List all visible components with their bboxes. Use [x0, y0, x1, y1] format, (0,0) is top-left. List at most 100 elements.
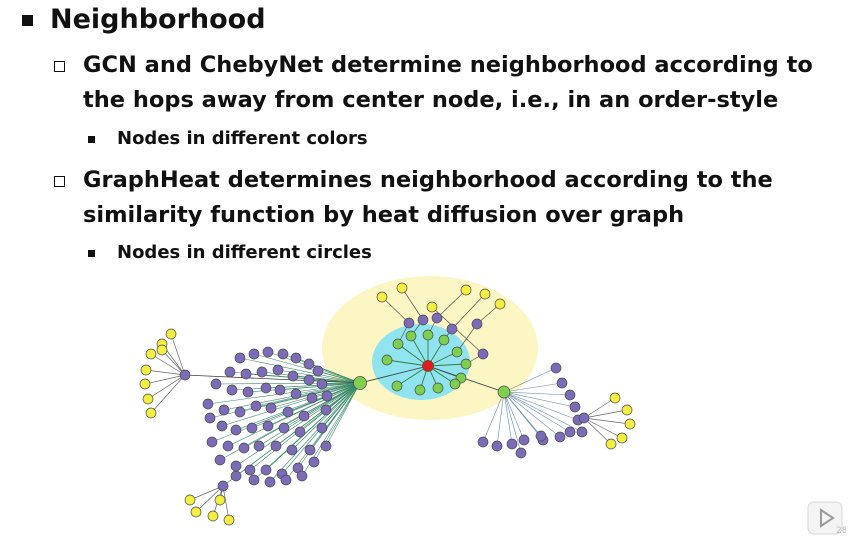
- hop2-node: [246, 422, 258, 434]
- small-square-bullet-icon: [88, 250, 95, 257]
- outer-node: [460, 284, 472, 296]
- graph-edge: [227, 382, 361, 447]
- hop2-node: [417, 314, 429, 326]
- graph-edge: [503, 391, 561, 438]
- outer-node: [139, 378, 151, 390]
- graph-edge: [317, 370, 361, 384]
- outer-node: [376, 291, 388, 303]
- outer-node: [621, 404, 633, 416]
- hop2-node: [576, 426, 588, 438]
- hop2-node: [238, 442, 250, 454]
- hop2-node: [312, 365, 324, 377]
- outer-node: [190, 506, 202, 518]
- hollow-square-bullet-icon: [54, 176, 65, 187]
- graph-edge: [325, 382, 361, 447]
- hollow-square-bullet-icon: [54, 61, 65, 72]
- outer-node: [609, 392, 621, 404]
- hop2-node: [535, 430, 547, 442]
- graph-edge: [583, 417, 612, 445]
- hop2-node: [214, 454, 226, 466]
- sub-bullet-text: Nodes in different circles: [117, 242, 372, 263]
- graph-edge: [583, 397, 616, 419]
- graph-edge: [195, 485, 224, 513]
- graph-edge: [269, 382, 361, 483]
- hop2-node: [431, 312, 443, 324]
- hop2-node: [515, 447, 527, 459]
- hop1-node: [438, 334, 450, 346]
- graph-edge: [503, 391, 571, 396]
- graph-edge: [235, 382, 361, 431]
- graph-edge: [189, 485, 224, 501]
- hop2-node: [230, 460, 242, 472]
- hop2-node: [202, 398, 214, 410]
- hop2-node: [230, 470, 242, 482]
- hop2-node: [554, 431, 566, 443]
- graph-edge: [583, 417, 623, 439]
- hop2-node: [270, 440, 282, 452]
- hop2-node: [308, 456, 320, 468]
- hop2-node: [316, 378, 328, 390]
- sub-bullet-circles: Nodes in different circles: [88, 241, 372, 265]
- outer-node: [616, 432, 628, 444]
- graph-edge: [249, 382, 361, 471]
- graph-edge: [291, 382, 361, 451]
- graph-edge: [253, 382, 361, 481]
- hop2-node: [477, 436, 489, 448]
- graph-edge: [381, 296, 410, 324]
- graph-edge: [396, 365, 429, 387]
- square-bullet-icon: [22, 15, 33, 26]
- graph-edge: [503, 391, 576, 408]
- hop2-node: [564, 389, 576, 401]
- graph-edge: [503, 391, 583, 433]
- hop1-node: [497, 385, 511, 399]
- hop2-node: [234, 406, 246, 418]
- graph-edge: [583, 417, 631, 425]
- graph-edge: [235, 382, 361, 467]
- hop2-node: [564, 426, 576, 438]
- graph-edge: [147, 374, 186, 400]
- hop1-node: [391, 380, 403, 392]
- outer-node: [165, 328, 177, 340]
- graph-edge: [184, 374, 361, 384]
- graph-edge: [397, 343, 429, 367]
- graph-edge: [456, 323, 478, 353]
- hop2-node: [556, 377, 568, 389]
- hop2-node: [264, 476, 276, 488]
- hop2-node: [242, 386, 254, 398]
- play-button[interactable]: 28: [806, 498, 846, 538]
- hop1-node: [405, 330, 417, 342]
- hop2-node: [248, 348, 260, 360]
- graph-edge: [170, 333, 186, 376]
- hop2-node: [282, 406, 294, 418]
- hop2-node: [296, 470, 308, 482]
- graph-edge: [436, 289, 467, 319]
- outer-node: [605, 438, 617, 450]
- outer-node: [184, 494, 196, 506]
- hop2-node: [206, 436, 218, 448]
- hop2-node: [518, 434, 530, 446]
- graph-edge: [222, 485, 230, 521]
- hop2-node: [260, 382, 272, 394]
- hop2-node: [286, 444, 298, 456]
- hop2-node: [316, 422, 328, 434]
- hop2-node: [244, 464, 256, 476]
- outer-node: [142, 393, 154, 405]
- graph-edge: [503, 391, 513, 445]
- hop2-node: [234, 352, 246, 364]
- graph-edge: [144, 374, 186, 385]
- slide-heading: Neighborhood: [50, 4, 266, 35]
- hop2-node: [179, 369, 191, 381]
- outer-node: [207, 510, 219, 522]
- graph-edge: [496, 391, 505, 447]
- graph-edge: [503, 391, 579, 421]
- graph-edge: [215, 382, 361, 385]
- hop2-node: [216, 420, 228, 432]
- outer-node: [156, 344, 168, 356]
- hop2-node: [304, 444, 316, 456]
- outer-node: [426, 301, 438, 313]
- outer-node: [214, 494, 226, 506]
- hop2-node: [277, 348, 289, 360]
- hop2-node: [218, 404, 230, 416]
- sub-bullet-text: Nodes in different colors: [117, 128, 368, 149]
